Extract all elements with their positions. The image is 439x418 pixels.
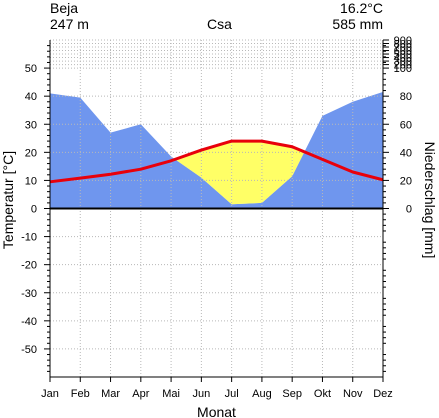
temperature-tick-label: -50: [21, 344, 37, 356]
precipitation-tick-label: 400: [394, 53, 412, 65]
arid-period-area: [231, 141, 262, 205]
temperature-tick-label: 30: [25, 119, 37, 131]
mean-annual-temperature: 16.2°C: [340, 0, 383, 16]
month-label: Apr: [132, 388, 149, 400]
precipitation-tick-label: 800: [394, 39, 412, 51]
temperature-tick-label: 40: [25, 91, 37, 103]
precipitation-tick-label: 900: [394, 35, 412, 47]
arid-period-area: [201, 141, 232, 205]
month-label: Jun: [192, 388, 210, 400]
month-label: Okt: [314, 388, 331, 400]
precipitation-tick-label: 80: [400, 91, 412, 103]
station-elevation: 247 m: [50, 16, 89, 32]
temperature-axis-title: Temperatur [°C]: [0, 151, 16, 249]
month-label: Jul: [225, 388, 239, 400]
station-name: Beja: [50, 0, 79, 16]
precipitation-axis-title: Niederschlag [mm]: [422, 142, 438, 259]
precipitation-tick-label: 20: [400, 175, 412, 187]
precipitation-area: [50, 91, 383, 209]
temperature-tick-label: -10: [21, 232, 37, 244]
temperature-line: [49, 139, 384, 184]
fill-layer: [50, 91, 383, 209]
precipitation-tick-label: 500: [394, 49, 412, 61]
temperature-tick-label: -40: [21, 316, 37, 328]
arid-period-area: [292, 146, 305, 177]
arid-period-area: [175, 150, 202, 178]
month-label: Mar: [101, 388, 120, 400]
label-layer: 50403020100-10-20-30-40-5090080070060050…: [0, 35, 438, 418]
precipitation-tick-label: 60: [400, 119, 412, 131]
month-label: Dez: [373, 388, 393, 400]
axes-layer: [44, 39, 389, 382]
month-label: Nov: [343, 388, 363, 400]
annual-precipitation: 585 mm: [332, 16, 383, 32]
month-label: Jan: [41, 388, 59, 400]
month-label: Mai: [162, 388, 180, 400]
month-label: Sep: [282, 388, 302, 400]
climate-classification: Csa: [207, 16, 232, 32]
precipitation-tick-label: 200: [394, 60, 412, 72]
precipitation-tick-label: 700: [394, 42, 412, 54]
temperature-tick-label: 0: [31, 204, 37, 216]
arid-period-area: [261, 141, 293, 203]
precipitation-tick-label: 0: [406, 204, 412, 216]
precipitation-tick-label: 600: [394, 46, 412, 58]
precipitation-tick-label: 300: [394, 56, 412, 68]
x-axis-title: Monat: [197, 404, 236, 418]
precipitation-tick-label: 100: [394, 63, 412, 75]
month-label: Feb: [71, 388, 90, 400]
month-label: Aug: [252, 388, 272, 400]
temperature-tick-label: -20: [21, 260, 37, 272]
temperature-tick-label: -30: [21, 288, 37, 300]
temperature-tick-label: 50: [25, 63, 37, 75]
temperature-tick-label: 10: [25, 175, 37, 187]
temperature-tick-label: 20: [25, 147, 37, 159]
precipitation-tick-label: 40: [400, 147, 412, 159]
